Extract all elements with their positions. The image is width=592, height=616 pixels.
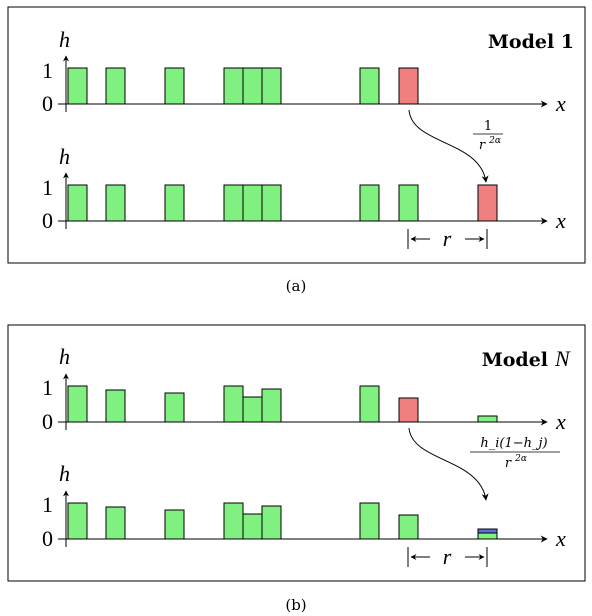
panel-b-bottom-bar bbox=[223, 502, 244, 540]
panel-b-top-bar-red bbox=[398, 397, 419, 423]
panel-a-top-bar bbox=[164, 67, 185, 105]
panel-b-bottom-bar bbox=[67, 502, 88, 540]
panel-b-top-tick-0: 0 bbox=[42, 409, 53, 434]
panel-a-rate: 1 r 2α bbox=[473, 119, 503, 153]
panel-b-rate-numerator: h_i(1−h_j) bbox=[480, 436, 547, 451]
panel-b-top-bar bbox=[223, 385, 244, 423]
panel-a-bottom-bar bbox=[105, 184, 126, 222]
panel-a-frame bbox=[7, 6, 586, 264]
panel-a-bottom-bar bbox=[398, 184, 419, 222]
panel-a-top-bar-red bbox=[398, 67, 419, 105]
panel-b-top-bar bbox=[477, 415, 498, 423]
panel-b-top-row: h 1 0 x bbox=[42, 344, 566, 434]
panel-a-bottom-bar bbox=[67, 184, 88, 222]
panel-b-frame bbox=[7, 324, 586, 582]
panel-a-top-h-label: h bbox=[59, 27, 70, 52]
panel-b-top-bar bbox=[242, 396, 263, 423]
panel-a-top-bar bbox=[359, 67, 380, 105]
panel-b-top-bar bbox=[105, 389, 126, 423]
panel-b-bottom-bar-stack-blue bbox=[477, 528, 498, 534]
panel-b-top-h-label: h bbox=[59, 344, 70, 369]
panel-b-rate-exp: 2α bbox=[514, 454, 527, 464]
panel-b-bottom-tick-0: 0 bbox=[42, 526, 53, 551]
panel-b-title: Model N bbox=[482, 346, 571, 371]
panel-b-bottom-bar bbox=[359, 502, 380, 540]
panel-a-top-x-label: x bbox=[555, 91, 566, 116]
panel-a-caption: (a) bbox=[286, 277, 307, 295]
panel-b-top-bar bbox=[359, 385, 380, 423]
panel-a-bottom-x-label: x bbox=[555, 208, 566, 233]
panel-a-bottom-bar bbox=[242, 184, 263, 222]
panel-b-title-var: N bbox=[554, 346, 571, 371]
panel-b-bottom-h-label: h bbox=[59, 461, 70, 486]
panel-b-bottom-bar bbox=[105, 506, 126, 540]
panel-a-top-tick-1: 1 bbox=[42, 58, 53, 83]
panel-b-top-tick-1: 1 bbox=[42, 375, 53, 400]
panel-a-bottom-row: h 1 0 x r bbox=[42, 144, 566, 251]
panel-b-bottom-x-label: x bbox=[555, 526, 566, 551]
panel-b-bottom-row: h 1 0 x r bbox=[42, 461, 566, 569]
panel-a-title: Model 1 bbox=[488, 31, 574, 53]
panel-b-bottom-tick-1: 1 bbox=[42, 492, 53, 517]
panel-b-title-prefix: Model bbox=[482, 349, 548, 371]
panel-a-distance-label: r bbox=[443, 226, 452, 251]
panel-b-distance-label: r bbox=[443, 544, 452, 569]
panel-a-top-tick-0: 0 bbox=[42, 91, 53, 116]
panel-a-rate-numerator: 1 bbox=[484, 119, 492, 134]
panel-b-bottom-bar bbox=[261, 505, 282, 540]
panel-a-rate-exp: 2α bbox=[488, 136, 501, 146]
panel-a-top-bar bbox=[223, 67, 244, 105]
panel-a-bottom-h-label: h bbox=[59, 144, 70, 169]
panel-b-rate: h_i(1−h_j) r 2α bbox=[470, 436, 560, 471]
panel-b: Model N h 1 0 x h_i(1−h_j) r 2 bbox=[7, 324, 586, 582]
panel-a-transition-arrow bbox=[408, 109, 489, 183]
panel-b-top-x-label: x bbox=[555, 409, 566, 434]
panel-a-top-bar bbox=[105, 67, 126, 105]
panel-a-bottom-bar bbox=[223, 184, 244, 222]
panel-a-bottom-bar bbox=[164, 184, 185, 222]
panel-b-caption: (b) bbox=[285, 596, 306, 614]
panel-a-bottom-tick-0: 0 bbox=[42, 208, 53, 233]
panel-b-top-bar bbox=[67, 385, 88, 423]
panel-b-transition-arrow bbox=[408, 427, 489, 501]
panel-a-bottom-bar bbox=[359, 184, 380, 222]
panel-a-bottom-bar bbox=[261, 184, 282, 222]
panel-b-top-bar bbox=[261, 388, 282, 423]
panel-a: Model 1 h 1 0 x 1 r 2α h bbox=[7, 6, 586, 264]
panel-a-bottom-tick-1: 1 bbox=[42, 175, 53, 200]
panel-a-top-bar bbox=[261, 67, 282, 105]
panel-a-top-bar bbox=[242, 67, 263, 105]
panel-b-bottom-bar bbox=[398, 514, 419, 540]
panel-b-top-bar bbox=[164, 392, 185, 423]
panel-a-top-bar bbox=[67, 67, 88, 105]
panel-b-bottom-bar bbox=[164, 509, 185, 540]
panel-b-bottom-bar bbox=[242, 513, 263, 540]
panel-b-rate-den: r bbox=[505, 456, 512, 471]
panel-a-bottom-bar-red bbox=[477, 184, 498, 222]
panel-a-top-row: h 1 0 x bbox=[42, 27, 566, 116]
panel-b-bottom-bar-stack-green bbox=[477, 532, 498, 540]
panel-a-rate-den: r bbox=[479, 138, 486, 153]
